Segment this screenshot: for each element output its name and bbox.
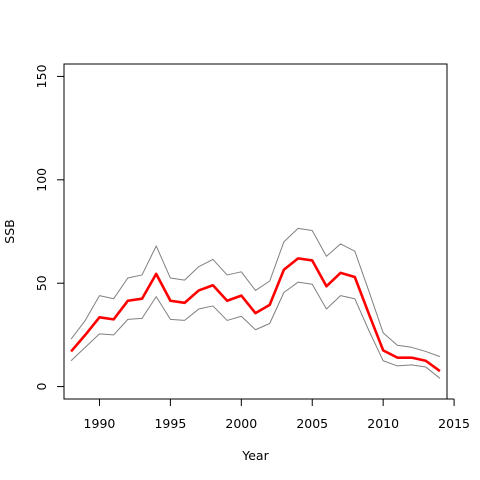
x-tick-label: 2010 (367, 416, 399, 431)
x-tick-label: 1990 (84, 416, 116, 431)
x-axis-title: Year (241, 448, 269, 463)
y-tick-label: 0 (34, 383, 49, 391)
x-tick-label: 2015 (438, 416, 470, 431)
y-tick-label: 150 (34, 64, 49, 88)
series-line-lower-bound (70, 281, 441, 379)
series-layer (70, 227, 441, 379)
y-tick-label: 50 (34, 275, 49, 291)
y-tick-label: 100 (34, 168, 49, 192)
y-axis-title: SSB (2, 219, 17, 243)
series-line-estimate (70, 257, 441, 373)
x-tick-label: 1995 (154, 416, 186, 431)
x-tick-label: 2000 (225, 416, 257, 431)
series-line-upper-bound (70, 227, 441, 358)
plot-frame (63, 63, 448, 400)
y-axis: 0 50 100 150 (34, 64, 65, 391)
x-tick-label: 2005 (296, 416, 328, 431)
x-axis: 1990 1995 2000 2005 2010 2015 (84, 398, 470, 431)
